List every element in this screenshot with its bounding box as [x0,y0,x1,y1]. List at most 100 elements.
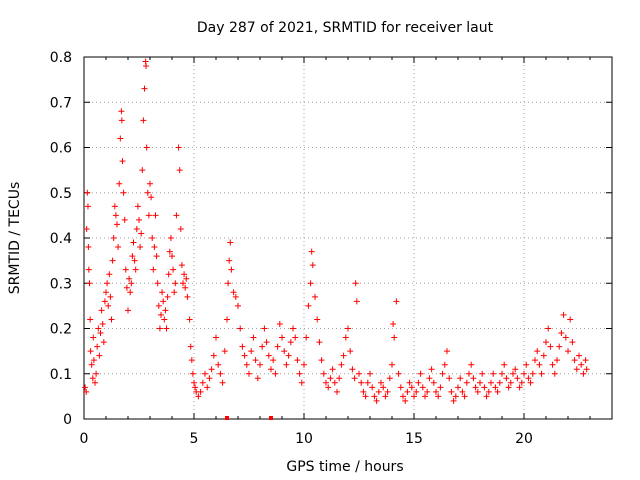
data-point [206,375,213,382]
data-point [435,393,442,400]
data-point [239,343,246,350]
data-point [97,330,104,337]
data-point [308,248,315,255]
data-point [367,370,373,377]
data-point [512,366,519,373]
data-point [158,311,164,318]
data-point [384,388,391,395]
data-point [108,316,115,323]
data-point [180,280,186,287]
data-point [362,393,369,400]
data-point [390,320,397,327]
data-point [87,348,94,355]
data-point [226,257,233,264]
data-point [481,384,488,391]
data-point [183,275,190,282]
data-point [224,316,230,323]
data-point [565,348,571,355]
data-point [84,189,91,196]
y-tick-label: 0.1 [50,367,72,383]
data-point [261,325,268,332]
data-point [470,375,477,382]
data-point [441,361,448,368]
data-point [171,289,178,296]
data-point [389,361,395,368]
data-point [492,384,499,391]
data-point [336,375,343,382]
data-point [485,388,492,395]
data-point [151,244,158,251]
data-point [505,384,512,391]
data-point [230,289,237,296]
data-point [129,253,136,260]
data-point [417,370,424,377]
data-point [340,352,347,359]
data-point [221,348,228,355]
data-point [259,343,266,350]
data-point [93,370,100,377]
data-point [237,325,244,332]
data-point [149,235,156,241]
data-point [112,212,119,219]
data-point [573,366,580,373]
data-point [270,357,277,364]
data-point [165,271,172,278]
data-point [191,379,197,386]
data-point [285,352,292,359]
y-tick-label: 0.6 [50,141,72,157]
data-point [413,388,420,395]
data-point [107,293,114,300]
x-tick-label: 20 [515,431,533,447]
data-point [294,357,301,364]
data-point [263,339,270,346]
data-point [296,370,303,377]
data-point [164,293,171,300]
data-point [95,325,102,332]
data-point [213,334,219,341]
data-point [145,212,152,219]
data-point [121,216,128,223]
data-point [499,370,505,377]
data-point [395,370,402,377]
data-point [160,298,167,305]
data-point [141,85,148,92]
data-point [105,302,112,309]
data-point [382,393,389,400]
data-point [327,375,334,382]
data-point [309,262,316,269]
data-point [111,203,118,210]
data-point [536,361,543,368]
data-point [137,244,144,251]
data-point [514,375,521,382]
data-point [119,158,126,165]
data-point [166,248,173,255]
data-point [397,384,404,391]
y-axis-label: SRMTID / TECUs [7,182,23,295]
data-point [173,212,180,219]
data-point [148,194,155,201]
data-point [86,280,93,287]
data-point [325,384,332,391]
data-point [104,280,111,287]
data-point [106,271,113,278]
data-point [82,384,89,391]
data-point [139,167,146,174]
data-point [116,180,123,187]
data-point [281,348,288,355]
data-point [459,388,466,395]
data-point [301,361,307,368]
data-point [204,384,211,391]
data-point [538,370,545,377]
x-axis-label: GPS time / hours [286,459,403,475]
data-point [85,266,92,273]
data-point [83,225,90,232]
data-point [576,352,582,359]
data-point [408,384,415,391]
data-point [298,379,305,386]
data-points [82,58,590,404]
y-tick-label: 0.7 [50,95,72,111]
y-tick-label: 0 [63,412,72,428]
y-tick-label: 0.3 [50,276,72,292]
data-point [543,339,549,346]
data-point [202,370,208,377]
